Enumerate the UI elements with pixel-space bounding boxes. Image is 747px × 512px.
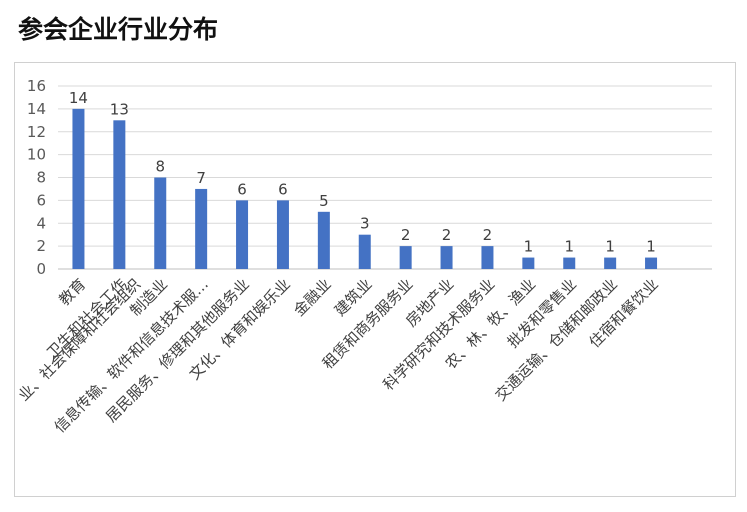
bar <box>113 120 126 269</box>
bar <box>358 234 371 269</box>
data-label: 5 <box>319 192 329 210</box>
data-label: 13 <box>110 100 129 118</box>
page-title: 参会企业行业分布 <box>18 15 219 44</box>
y-tick-label: 8 <box>36 169 46 187</box>
x-axis-labels: 教育卫生和社会工作制造业信息传输、软件和信息技术服…居民服务、修理和其他服务业文… <box>15 275 662 436</box>
x-tick-label: 教育 <box>55 275 89 309</box>
bars <box>72 108 658 269</box>
bar <box>604 257 617 269</box>
bar <box>236 200 249 269</box>
chart-frame <box>14 62 736 497</box>
bar <box>522 257 535 269</box>
y-tick-label: 16 <box>27 77 46 95</box>
data-label: 14 <box>69 89 88 107</box>
bar <box>399 246 412 269</box>
bar <box>154 177 167 269</box>
bar <box>276 200 289 269</box>
data-label: 2 <box>401 226 411 244</box>
bar <box>563 257 576 269</box>
y-tick-label: 14 <box>27 100 46 118</box>
y-tick-label: 2 <box>36 237 46 255</box>
data-label: 1 <box>646 238 656 256</box>
y-tick-label: 0 <box>36 260 46 278</box>
data-label: 6 <box>278 180 288 198</box>
data-label: 1 <box>564 238 574 256</box>
y-tick-label: 6 <box>36 191 46 209</box>
data-label: 8 <box>155 158 165 176</box>
data-labels: 14 13 8 7 6 6 5 3 2 2 2 1 1 1 1 <box>69 89 656 256</box>
grid-lines <box>58 85 712 270</box>
data-label: 7 <box>196 169 206 187</box>
data-label: 1 <box>605 238 615 256</box>
data-label: 6 <box>237 180 247 198</box>
bar <box>317 211 330 269</box>
y-tick-label: 4 <box>36 214 46 232</box>
y-tick-label: 12 <box>27 123 46 141</box>
data-label: 1 <box>524 238 534 256</box>
bar <box>72 108 85 269</box>
data-label: 2 <box>483 226 493 244</box>
x-tick-label: 金融业 <box>290 275 335 320</box>
bar <box>195 188 208 269</box>
y-axis: 0 2 4 6 8 10 12 14 16 <box>27 77 46 278</box>
bar <box>440 246 453 269</box>
bar <box>481 246 494 269</box>
data-label: 2 <box>442 226 452 244</box>
y-tick-label: 10 <box>27 146 46 164</box>
data-label: 3 <box>360 215 370 233</box>
bar <box>645 257 658 269</box>
